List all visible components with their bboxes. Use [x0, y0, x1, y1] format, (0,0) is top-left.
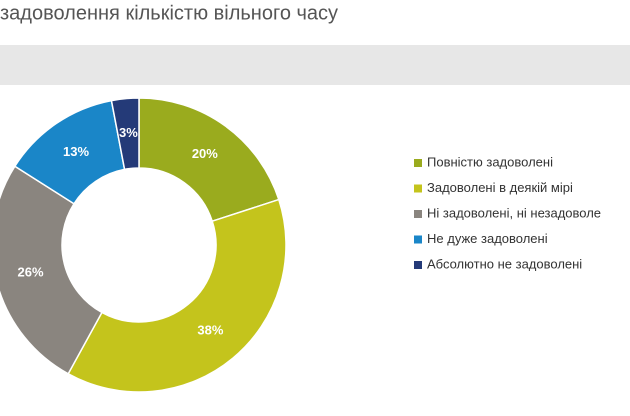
donut-segment: [67, 198, 287, 393]
legend-swatch: [414, 210, 422, 218]
legend-label: Повністю задоволені: [427, 154, 553, 169]
data-label: 20%: [192, 146, 218, 161]
legend-swatch: [414, 159, 422, 167]
header-band: [0, 45, 630, 85]
data-label: 3%: [119, 125, 138, 140]
chart-title: задоволення кількістю вільного часу: [0, 2, 338, 24]
donut-segment: [110, 97, 140, 171]
legend-label: Задоволені в деякій мірі: [427, 180, 573, 195]
legend-label: Не дуже задоволені: [427, 231, 548, 246]
legend-swatch: [414, 261, 422, 269]
legend-swatch: [414, 235, 422, 244]
data-label: 13%: [63, 144, 89, 159]
data-label: 26%: [18, 264, 44, 279]
legend-label: Абсолютно не задоволені: [427, 256, 582, 271]
data-label: 38%: [197, 323, 223, 338]
legend-swatch: [414, 184, 422, 193]
legend-label: Ні задоволені, ні незадоволе: [427, 205, 601, 220]
donut-segment: [0, 165, 103, 375]
donut-segment: [138, 97, 280, 223]
